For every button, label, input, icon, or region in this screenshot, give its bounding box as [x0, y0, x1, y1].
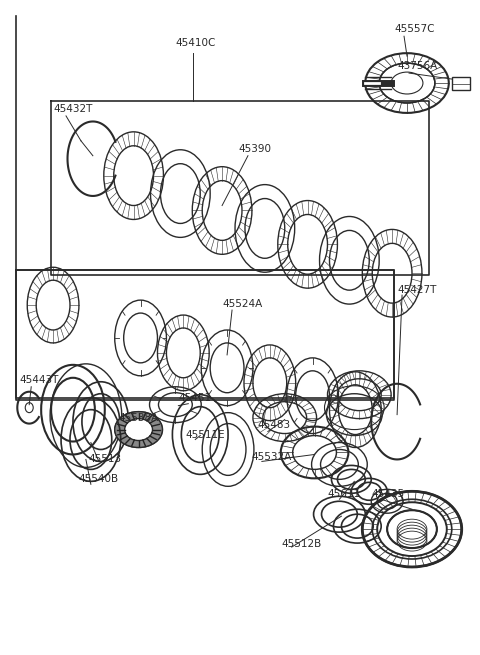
- Bar: [452, 77, 469, 90]
- Text: 45511E: 45511E: [185, 430, 225, 440]
- Text: 45512B: 45512B: [282, 539, 322, 549]
- Text: 45390: 45390: [238, 143, 271, 154]
- Text: 45483: 45483: [258, 420, 291, 430]
- Text: 45451: 45451: [179, 393, 212, 403]
- Text: 45435: 45435: [371, 489, 404, 499]
- Text: 45538A: 45538A: [119, 413, 159, 422]
- Text: 45427T: 45427T: [397, 285, 436, 295]
- Text: 45513: 45513: [89, 455, 122, 464]
- Text: 45524A: 45524A: [222, 299, 263, 309]
- Text: 43756A: 43756A: [397, 61, 437, 71]
- Text: 45540B: 45540B: [79, 474, 119, 484]
- Text: 45532A: 45532A: [252, 453, 292, 462]
- Text: 45410C: 45410C: [175, 38, 216, 48]
- Ellipse shape: [115, 411, 162, 447]
- Ellipse shape: [125, 419, 153, 441]
- Text: 45443T: 45443T: [19, 375, 59, 384]
- Text: 45432T: 45432T: [53, 104, 93, 114]
- Text: 45611: 45611: [327, 489, 360, 499]
- Text: 45557C: 45557C: [394, 24, 434, 34]
